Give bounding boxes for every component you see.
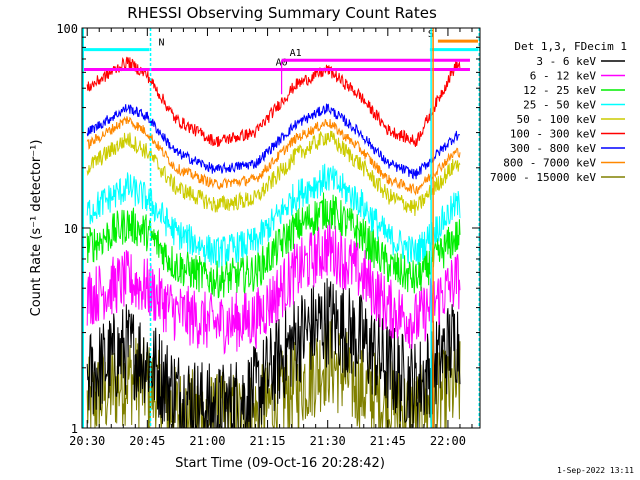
series-line	[86, 192, 461, 299]
series-line	[86, 56, 461, 148]
chart-title: RHESSI Observing Summary Count Rates	[127, 4, 437, 22]
marker-layer: NA0A1S	[82, 28, 480, 428]
annotation-label: A1	[290, 48, 302, 59]
y-tick-label: 100	[56, 22, 78, 36]
series-line	[86, 103, 461, 180]
series-line	[86, 116, 461, 196]
series-line	[86, 220, 461, 355]
legend-title: Det 1,3, FDecim 1	[514, 40, 627, 53]
x-tick-label: 21:30	[310, 434, 346, 448]
x-tick-label: 22:00	[430, 434, 466, 448]
x-tick-label: 21:15	[250, 434, 286, 448]
legend-label: 12 - 25 keV	[523, 84, 596, 97]
legend-label: 25 - 50 keV	[523, 99, 596, 112]
legend-label: 300 - 800 keV	[510, 142, 596, 155]
series-line	[86, 130, 461, 217]
series-line	[86, 163, 461, 268]
series-line	[86, 278, 461, 428]
x-tick-label: 21:00	[189, 434, 225, 448]
legend-label: 100 - 300 keV	[510, 128, 596, 141]
y-tick-label: 10	[64, 222, 78, 236]
legend-label: 6 - 12 keV	[530, 70, 597, 83]
x-axis-label: Start Time (09-Oct-16 20:28:42)	[175, 456, 385, 471]
legend-label: 800 - 7000 keV	[503, 157, 596, 170]
y-tick-label: 1	[71, 422, 78, 436]
footer-timestamp: 1-Sep-2022 13:11	[557, 466, 634, 475]
annotation-label: N	[159, 38, 165, 49]
series-layer	[86, 56, 461, 428]
legend-label: 50 - 100 keV	[517, 113, 597, 126]
x-tick-label: 21:45	[370, 434, 406, 448]
x-tick-label: 20:30	[69, 434, 105, 448]
legend-label: 3 - 6 keV	[536, 55, 596, 68]
x-tick-label: 20:45	[129, 434, 165, 448]
y-axis-label: Count Rate (s⁻¹ detector⁻¹)	[29, 140, 44, 317]
legend-label: 7000 - 15000 keV	[490, 171, 596, 184]
axes-layer: 1 10 100 20:30 20:45 21:00 21:15 21:30 21:45 22:0…	[56, 22, 481, 448]
